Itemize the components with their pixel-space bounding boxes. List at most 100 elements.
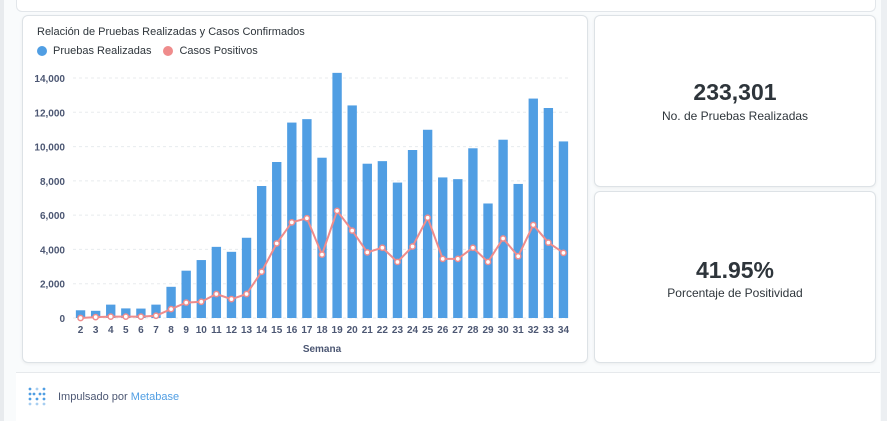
line-point [560,249,567,257]
bar [241,237,252,318]
x-tick-label: 6 [138,325,144,336]
legend-label: Casos Positivos [179,45,258,57]
line-point [243,290,250,298]
line-point [77,314,84,322]
x-tick-label: 9 [183,325,189,336]
line-point [379,244,386,252]
bar [513,183,523,318]
metabase-logo-icon[interactable] [28,387,46,407]
x-tick-label: 14 [256,325,268,336]
x-tick-label: 24 [407,325,419,336]
bar [558,141,569,318]
kpi-card-pruebas: 233,301 No. de Pruebas Realizadas [594,15,876,187]
kpi-card-positividad: 41.95% Porcentaje de Positividad [594,191,876,363]
bar [75,310,86,318]
left-edge [0,0,4,421]
line-point [273,240,281,247]
chart-legend: Pruebas Realizadas Casos Positivos [37,45,258,57]
legend-item-pruebas[interactable]: Pruebas Realizadas [37,45,151,57]
bar [121,308,131,318]
bar [166,286,176,318]
line-point [499,235,507,242]
line-point [288,218,296,226]
legend-item-casos[interactable]: Casos Positivos [163,45,258,57]
x-tick-label: 10 [196,325,208,336]
bar [256,186,267,318]
line-point [514,252,522,260]
y-tick-label: 8,000 [40,177,65,188]
x-tick-label: 3 [93,325,99,336]
bar [272,162,282,318]
bar [377,161,388,318]
bar [453,179,463,318]
x-tick-label: 13 [241,325,253,336]
bar [211,246,222,318]
x-tick-label: 18 [316,325,328,336]
legend-dot [163,46,174,56]
line-point [197,298,205,306]
y-tick-label: 0 [59,314,65,325]
x-tick-label: 19 [332,325,344,336]
x-tick-label: 26 [437,325,449,336]
x-tick-label: 34 [558,325,570,336]
bar [106,304,116,318]
kpi-label: Porcentaje de Positividad [667,286,803,300]
legend-dot [37,46,47,56]
x-tick-label: 27 [452,325,464,336]
chart-card: Relación de Pruebas Realizadas y Casos C… [22,15,588,363]
bar [151,304,161,318]
line-point [258,268,265,276]
footer-prefix: Impulsado por [58,391,128,403]
line-point [182,299,190,306]
chart-title[interactable]: Relación de Pruebas Realizadas y Casos C… [37,26,305,38]
line-point [394,258,401,266]
line-point [469,244,477,252]
metabase-link[interactable]: Metabase [130,391,180,403]
chart-plot: 0 2,000 4,000 6,000 8,000 10,000 12,000 14,000 2… [34,72,571,355]
line-point [122,313,130,320]
y-tick-label: 14,000 [34,74,65,85]
y-tick-label: 12,000 [34,108,65,119]
y-tick-label: 4,000 [40,245,65,256]
line-point [545,239,552,246]
legend-label: Pruebas Realizadas [53,45,152,57]
bar [362,163,372,318]
x-tick-label: 4 [108,325,114,336]
x-tick-label: 30 [498,325,510,336]
kpi-value: 41.95% [695,257,774,283]
x-tick-label: 7 [153,325,159,336]
bar [438,177,448,318]
line-point [228,295,235,303]
x-tick-label: 15 [271,325,283,336]
bar [422,129,433,318]
x-tick-label: 20 [347,325,359,336]
bar [528,98,538,318]
line-point [439,255,447,263]
line-point [363,248,371,256]
x-tick-label: 11 [211,325,222,336]
x-tick-label: 16 [286,325,298,336]
line-point [484,258,492,266]
x-tick-label: 17 [301,325,313,336]
x-tick-label: 23 [392,325,404,336]
footer: Impulsado por Metabase [16,372,880,421]
bar [196,260,206,318]
line-point [152,312,160,320]
line-point [409,243,416,250]
line-point [348,227,356,234]
bar [498,139,508,318]
kpi-label: No. de Pruebas Realizadas [661,109,809,123]
bar [543,108,554,318]
bar [317,157,327,318]
scrollbar[interactable] [881,0,887,421]
x-axis-label: Semana [303,344,342,355]
y-tick-label: 10,000 [34,143,65,154]
line-point [454,255,462,263]
line-point [424,214,431,222]
x-tick-label: 31 [513,325,525,336]
x-tick-label: 29 [482,325,494,336]
bar [226,251,237,318]
line-point [303,214,311,222]
footer-text: Impulsado por Metabase [58,391,179,403]
line-point [213,290,220,298]
